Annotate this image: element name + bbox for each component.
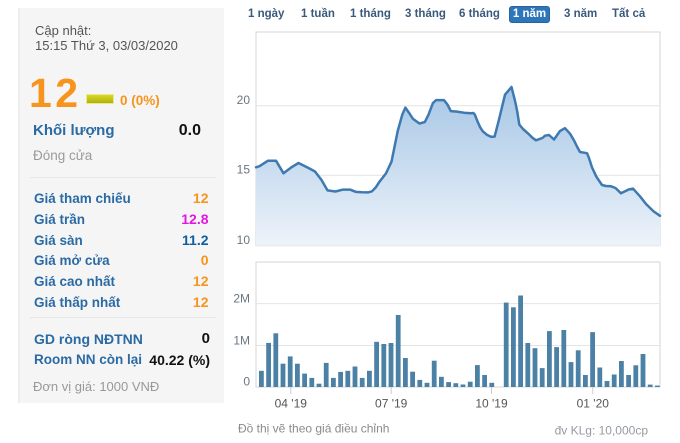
svg-text:Đồ thị vẽ theo giá điều chỉnh: Đồ thị vẽ theo giá điều chỉnh xyxy=(238,422,389,436)
svg-text:1M: 1M xyxy=(233,334,250,348)
svg-text:04 '19: 04 '19 xyxy=(275,397,308,411)
svg-text:đv KLg: 10,000cp: đv KLg: 10,000cp xyxy=(555,424,649,438)
svg-text:2M: 2M xyxy=(233,292,250,306)
svg-text:0: 0 xyxy=(243,375,250,389)
svg-text:07 '19: 07 '19 xyxy=(375,397,408,411)
svg-text:01 '20: 01 '20 xyxy=(577,397,610,411)
svg-text:15: 15 xyxy=(237,163,251,177)
svg-text:10 '19: 10 '19 xyxy=(475,397,508,411)
svg-text:20: 20 xyxy=(237,93,251,107)
svg-text:10: 10 xyxy=(237,233,251,247)
